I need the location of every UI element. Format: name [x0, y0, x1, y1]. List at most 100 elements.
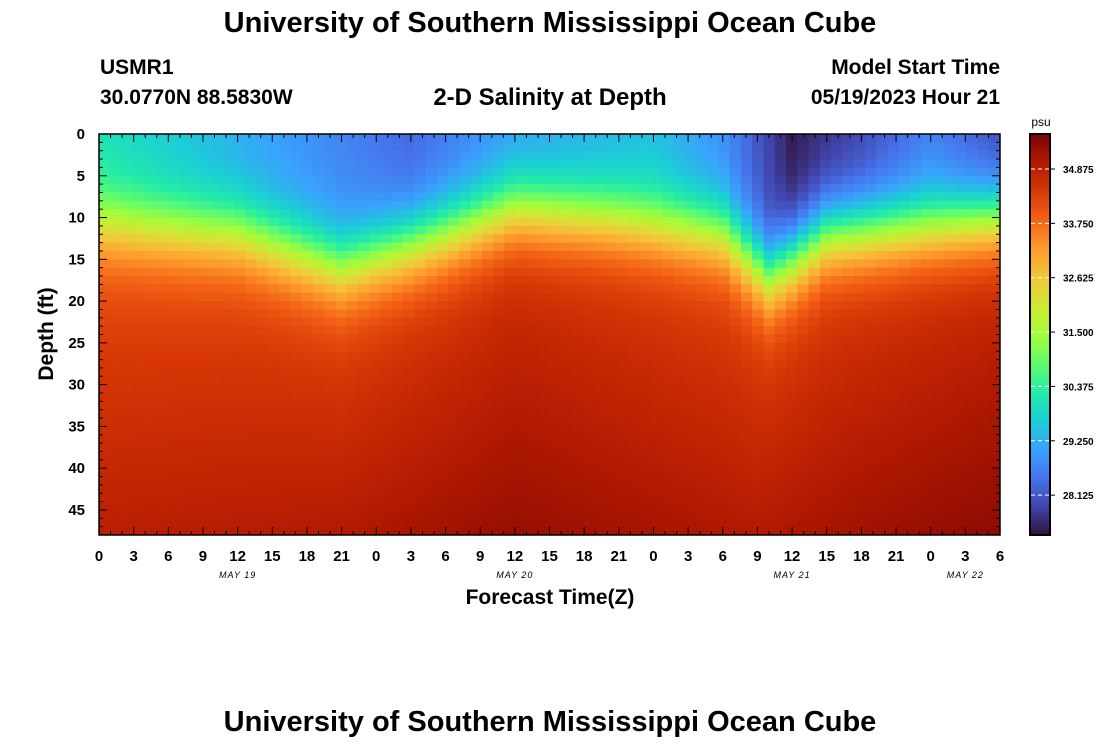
heatmap-cell [504, 434, 517, 444]
heatmap-cell [290, 418, 303, 427]
heatmap-cell [695, 217, 708, 227]
heatmap-cell [954, 409, 967, 419]
heatmap-cell [391, 167, 404, 177]
heatmap-cell [966, 284, 979, 294]
heatmap-cell [560, 409, 573, 419]
heatmap-cell [110, 384, 123, 394]
heatmap-cell [707, 426, 720, 436]
heatmap-cell [617, 384, 629, 394]
heatmap-cell [707, 418, 720, 427]
heatmap-cell [819, 367, 832, 377]
heatmap-cell [673, 418, 686, 427]
heatmap-cell [358, 292, 370, 302]
heatmap-cell [988, 334, 1000, 344]
heatmap-cell [312, 443, 325, 453]
heatmap-cell [459, 526, 472, 535]
heatmap-cell [707, 284, 720, 294]
heatmap-cell [932, 493, 945, 503]
heatmap-cell [617, 234, 629, 244]
heatmap-cell [144, 326, 156, 336]
heatmap-cell [245, 150, 258, 160]
heatmap-cell [684, 409, 697, 419]
heatmap-cell [515, 342, 528, 352]
heatmap-cell [605, 384, 618, 394]
heatmap-cell [391, 159, 404, 169]
colorbar-ramp [1029, 133, 1051, 536]
heatmap-cell [121, 309, 134, 319]
heatmap-cell [335, 493, 348, 503]
heatmap-cell [842, 276, 855, 285]
heatmap-cell [369, 509, 382, 519]
heatmap-cell [279, 200, 292, 210]
heatmap-cell [887, 342, 900, 352]
heatmap-cell [481, 334, 494, 344]
heatmap-cell [245, 309, 258, 319]
heatmap-cell [279, 476, 292, 486]
heatmap-cell [391, 175, 404, 185]
heatmap-cell [560, 426, 573, 436]
heatmap-cell [132, 192, 145, 202]
heatmap-cell [695, 509, 708, 519]
x-tick-label: 9 [199, 548, 207, 565]
heatmap-cell [605, 159, 618, 169]
heatmap-cell [335, 401, 348, 411]
heatmap-cell [144, 501, 156, 511]
heatmap-cell [662, 434, 674, 444]
heatmap-cell [740, 209, 753, 219]
heatmap-cell [132, 242, 145, 252]
heatmap-cell [245, 342, 258, 352]
heatmap-cell [740, 476, 753, 486]
heatmap-cell [943, 509, 956, 519]
heatmap-cell [650, 167, 663, 177]
heatmap-cell [177, 334, 190, 344]
heatmap-cell [909, 317, 922, 327]
heatmap-cell [898, 367, 911, 377]
heatmap-cell [707, 342, 720, 352]
heatmap-cell [887, 392, 900, 402]
heatmap-cell [504, 476, 517, 486]
heatmap-cell [639, 242, 652, 252]
x-tick-label: 21 [333, 548, 350, 565]
heatmap-cell [470, 351, 483, 361]
heatmap-cell [842, 175, 855, 185]
heatmap-cell [267, 134, 280, 143]
heatmap-cell [256, 376, 269, 386]
heatmap-cell [887, 434, 900, 444]
heatmap-cell [707, 509, 720, 519]
heatmap-cell [324, 284, 337, 294]
heatmap-cell [718, 309, 731, 319]
heatmap-cell [99, 284, 111, 294]
heatmap-cell [312, 184, 325, 194]
heatmap-cell [954, 192, 967, 202]
heatmap-cell [267, 501, 280, 511]
heatmap-cell [684, 326, 697, 336]
heatmap-cell [842, 259, 855, 269]
heatmap-cell [436, 225, 449, 235]
heatmap-cell [876, 301, 888, 311]
heatmap-cell [662, 317, 674, 327]
heatmap-cell [729, 367, 742, 377]
heatmap-cell [256, 150, 269, 160]
heatmap-cell [752, 284, 765, 294]
heatmap-cell [459, 142, 472, 152]
heatmap-cell [819, 159, 832, 169]
heatmap-cell [459, 493, 472, 503]
heatmap-cell [436, 134, 449, 143]
heatmap-cell [121, 301, 134, 311]
heatmap-cell [515, 518, 528, 528]
heatmap-cell [538, 392, 551, 402]
heatmap-cell [470, 234, 483, 244]
heatmap-cell [403, 493, 415, 503]
heatmap-cell [222, 434, 235, 444]
heatmap-cell [740, 301, 753, 311]
heatmap-cell [256, 192, 269, 202]
heatmap-cell [853, 301, 866, 311]
heatmap-cell [594, 301, 607, 311]
heatmap-cell [481, 509, 494, 519]
heatmap-cell [864, 326, 877, 336]
heatmap-cell [639, 267, 652, 277]
heatmap-cell [301, 309, 314, 319]
heatmap-cell [583, 418, 596, 427]
heatmap-cell [774, 518, 787, 528]
heatmap-cell [256, 359, 269, 369]
